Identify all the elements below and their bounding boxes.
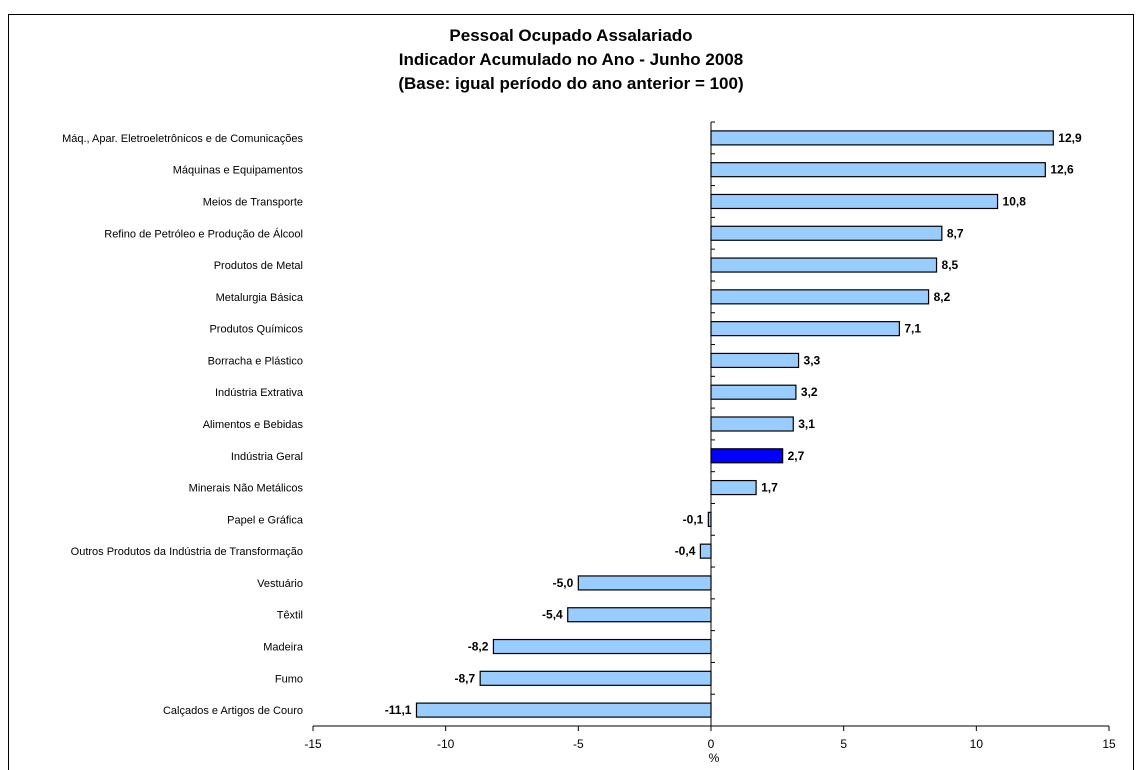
- data-label: 3,3: [804, 353, 821, 367]
- bar: [710, 289, 930, 305]
- chart-title-line-2: Indicador Acumulado no Ano - Junho 2008: [398, 50, 744, 69]
- data-label: 2,7: [788, 449, 805, 463]
- bar: [567, 607, 712, 623]
- data-label: -8,7: [454, 671, 475, 685]
- x-tick-label: 15: [1102, 737, 1116, 751]
- x-tick-label: 0: [708, 737, 715, 751]
- data-label: 8,2: [934, 290, 951, 304]
- bar: [710, 162, 1046, 178]
- data-label: 7,1: [904, 322, 921, 336]
- chart-title-line-3: (Base: igual período do ano anterior = 1…: [398, 74, 744, 93]
- category-label: Calçados e Artigos de Couro: [163, 705, 303, 717]
- category-label: Meios de Transporte: [203, 196, 303, 208]
- category-label: Indústria Geral: [231, 451, 303, 463]
- data-label: -5,4: [542, 608, 563, 622]
- chart-title: Pessoal Ocupado Assalariado Indicador Ac…: [8, 24, 1134, 96]
- bar: [710, 130, 1054, 146]
- data-label: -8,2: [468, 640, 489, 654]
- bar: [492, 638, 712, 655]
- bar: [710, 448, 784, 464]
- x-tick-label: -15: [304, 737, 322, 751]
- data-label: -0,4: [675, 544, 696, 558]
- bar: [699, 543, 712, 559]
- data-label: 3,2: [801, 385, 818, 399]
- bar: [710, 384, 797, 400]
- data-label: 10,8: [1003, 194, 1027, 208]
- data-label: -5,0: [553, 576, 574, 590]
- data-label: 8,5: [942, 258, 959, 272]
- x-axis-title: %: [709, 751, 720, 765]
- category-label: Metalurgia Básica: [216, 292, 304, 304]
- category-label: Madeira: [263, 642, 304, 654]
- bar: [710, 193, 999, 210]
- x-tick-label: -5: [573, 737, 584, 751]
- bar: [710, 225, 943, 241]
- x-tick-label: -10: [437, 737, 455, 751]
- category-label: Produtos Químicos: [209, 324, 303, 336]
- x-tick-label: 5: [840, 737, 847, 751]
- category-label: Outros Produtos da Indústria de Transfor…: [71, 546, 303, 558]
- category-label: Vestuário: [257, 578, 303, 590]
- bar: [710, 352, 800, 369]
- bar: [577, 575, 712, 591]
- bar: [710, 416, 794, 432]
- data-label: -0,1: [683, 512, 704, 526]
- category-label: Refino de Petróleo e Produção de Álcool: [104, 227, 303, 240]
- category-label: Papel e Gráfica: [227, 514, 304, 526]
- data-label: 1,7: [761, 481, 778, 495]
- category-label: Minerais Não Metálicos: [189, 483, 304, 495]
- category-label: Indústria Extrativa: [215, 387, 304, 399]
- bar: [710, 321, 900, 337]
- bar: [710, 479, 757, 496]
- category-label: Máq., Apar. Eletroeletrônicos e de Comun…: [62, 133, 303, 145]
- category-label: Fumo: [275, 673, 303, 685]
- x-tick-label: 10: [970, 737, 984, 751]
- bar: [479, 670, 712, 686]
- category-label: Têxtil: [277, 610, 303, 622]
- bar: [710, 257, 938, 273]
- category-label: Alimentos e Bebidas: [203, 419, 304, 431]
- data-label: 12,9: [1058, 131, 1082, 145]
- bar: [415, 702, 712, 718]
- data-label: 8,7: [947, 226, 964, 240]
- category-label: Produtos de Metal: [214, 260, 303, 272]
- category-label: Borracha e Plástico: [208, 355, 303, 367]
- data-label: -11,1: [385, 703, 412, 717]
- category-label: Máquinas e Equipamentos: [173, 165, 304, 177]
- data-label: 12,6: [1050, 163, 1074, 177]
- data-label: 3,1: [798, 417, 815, 431]
- chart-title-line-1: Pessoal Ocupado Assalariado: [449, 26, 693, 45]
